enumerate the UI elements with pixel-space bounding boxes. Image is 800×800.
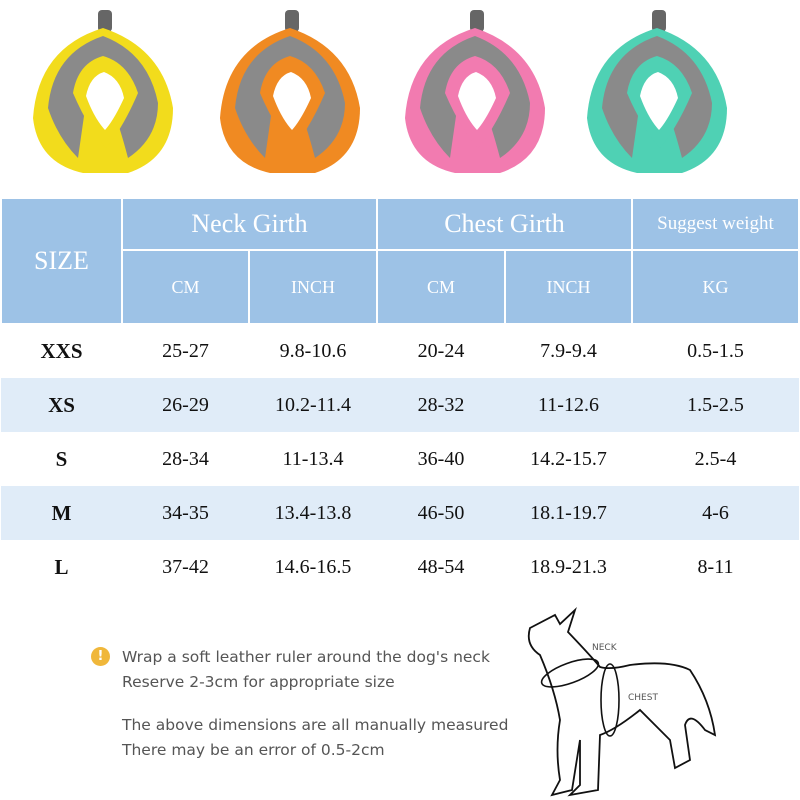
weight-header: Suggest weight [631,197,800,251]
value-cell: 11-12.6 [505,378,632,432]
harness-image [405,10,545,173]
harness-image [220,10,360,173]
value-cell: 0.5-1.5 [687,340,744,362]
neck-label: NECK [592,643,618,653]
table-row: XXS 25-27 9.8-10.6 20-24 7.9-9.4 0.5-1.5 [1,324,799,378]
measurement-notes: ! Wrap a soft leather ruler around the d… [91,645,509,763]
value-cell: 34-35 [122,486,249,540]
unit-header: CM [121,249,250,325]
dog-measurement-diagram: NECK CHEST [527,606,717,797]
value-cell: 14.6-16.5 [274,555,352,578]
unit-header: CM [376,249,506,325]
value-cell: 48-54 [417,555,465,578]
value-cell: 1.5-2.5 [632,378,799,432]
value-cell: 28-34 [162,447,209,470]
unit-header: INCH [504,249,633,325]
value-cell: 2.5-4 [694,447,737,470]
value-cell: 20-24 [417,340,465,362]
note-line: Wrap a soft leather ruler around the dog… [122,648,490,666]
harness-image [33,10,173,173]
unit-header: KG [631,249,800,325]
size-chart-table: SIZE Neck Girth Chest Girth Suggest weig… [0,197,800,594]
value-cell: 9.8-10.6 [279,340,347,362]
table-row: S 28-34 11-13.4 36-40 14.2-15.7 2.5-4 [1,432,799,486]
size-cell: XS [1,378,122,432]
value-cell: 10.2-11.4 [249,378,377,432]
note-line: The above dimensions are all manually me… [122,716,509,734]
value-cell: 18.9-21.3 [530,555,607,578]
table-row: XS 26-29 10.2-11.4 28-32 11-12.6 1.5-2.5 [1,378,799,432]
value-cell: 26-29 [122,378,249,432]
value-cell: 28-32 [377,378,505,432]
unit-header: INCH [248,249,378,325]
size-header: SIZE [0,197,123,325]
note-line: Reserve 2-3cm for appropriate size [122,673,395,691]
table-row: L 37-42 14.6-16.5 48-54 18.9-21.3 8-11 [1,540,799,594]
harness-image [587,10,727,173]
value-cell: 8-11 [697,555,734,578]
value-cell: 36-40 [417,447,465,470]
table-row: M 34-35 13.4-13.8 46-50 18.1-19.7 4-6 [1,486,799,540]
value-cell: 4-6 [632,486,799,540]
neck-girth-header: Neck Girth [121,197,378,251]
value-cell: 11-13.4 [282,447,344,470]
value-cell: 46-50 [377,486,505,540]
exclamation-icon: ! [91,647,110,666]
value-cell: 13.4-13.8 [249,486,377,540]
value-cell: 7.9-9.4 [540,340,597,362]
size-cell: L [54,554,69,579]
value-cell: 37-42 [162,555,209,578]
note-line: There may be an error of 0.5-2cm [122,741,385,759]
value-cell: 25-27 [162,340,209,362]
dog-outline [527,606,717,797]
chest-label: CHEST [628,693,658,703]
size-cell: M [1,486,122,540]
chest-girth-header: Chest Girth [376,197,633,251]
size-cell: S [55,446,68,471]
value-cell: 18.1-19.7 [505,486,632,540]
value-cell: 14.2-15.7 [530,447,607,470]
size-cell: XXS [40,339,83,363]
